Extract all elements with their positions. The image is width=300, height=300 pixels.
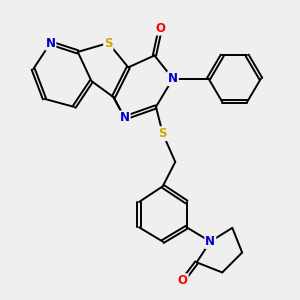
Text: N: N bbox=[120, 111, 130, 124]
Text: S: S bbox=[158, 127, 167, 140]
Text: N: N bbox=[168, 72, 178, 85]
Text: O: O bbox=[155, 22, 165, 34]
Text: S: S bbox=[104, 37, 112, 50]
Text: N: N bbox=[45, 37, 56, 50]
Text: O: O bbox=[178, 274, 188, 287]
Text: N: N bbox=[205, 235, 215, 248]
